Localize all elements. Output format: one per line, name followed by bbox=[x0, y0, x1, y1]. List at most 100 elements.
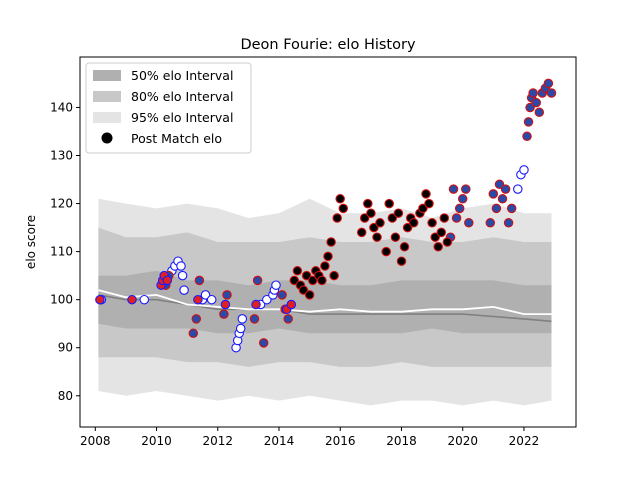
post-match-point bbox=[139, 294, 150, 305]
post-match-point bbox=[237, 314, 248, 324]
post-match-point bbox=[206, 294, 217, 305]
legend-label-post-match: Post Match elo bbox=[131, 131, 222, 146]
post-match-point bbox=[320, 261, 330, 271]
legend-swatch-95 bbox=[93, 112, 121, 123]
y-tick-label: 80 bbox=[58, 389, 73, 403]
post-match-point bbox=[194, 275, 205, 286]
post-match-point bbox=[220, 299, 231, 310]
post-match-point bbox=[127, 294, 137, 305]
legend-box bbox=[85, 62, 252, 154]
x-tick-label: 2008 bbox=[80, 434, 111, 448]
post-match-point bbox=[193, 294, 203, 305]
post-match-point bbox=[485, 218, 496, 228]
post-match-point bbox=[427, 218, 437, 228]
post-match-point bbox=[375, 218, 385, 228]
post-match-point bbox=[513, 184, 523, 194]
post-match-point bbox=[235, 323, 246, 334]
y-tick-label: 90 bbox=[58, 341, 73, 355]
post-match-point bbox=[396, 256, 407, 266]
post-match-point bbox=[433, 242, 443, 252]
post-match-point bbox=[356, 227, 367, 238]
post-match-point bbox=[402, 222, 413, 233]
post-match-point bbox=[488, 189, 499, 199]
post-match-point bbox=[448, 184, 459, 194]
post-match-point bbox=[381, 246, 391, 257]
post-match-point bbox=[251, 299, 261, 310]
post-match-point bbox=[359, 213, 370, 223]
post-match-point bbox=[258, 338, 269, 348]
post-match-point bbox=[177, 270, 188, 281]
post-match-point bbox=[283, 314, 293, 324]
post-match-point bbox=[506, 203, 517, 214]
post-match-point bbox=[176, 261, 186, 271]
post-match-point bbox=[522, 131, 532, 142]
post-match-point bbox=[301, 270, 312, 281]
post-match-point bbox=[393, 208, 404, 218]
post-match-point bbox=[442, 237, 453, 247]
post-match-point bbox=[424, 198, 434, 209]
post-match-point bbox=[399, 242, 410, 252]
post-match-point bbox=[503, 218, 514, 228]
post-match-point bbox=[200, 290, 211, 300]
post-match-point bbox=[95, 294, 105, 305]
x-axis: 2008 2010 2012 2014 2016 2018 2020 2022 bbox=[80, 427, 539, 448]
x-tick-label: 2018 bbox=[386, 434, 417, 448]
post-match-point bbox=[252, 275, 263, 286]
post-match-point bbox=[317, 275, 327, 286]
post-match-point bbox=[298, 285, 309, 295]
legend-marker-post-match bbox=[101, 132, 113, 144]
median-elo-line bbox=[98, 294, 552, 323]
x-tick-label: 2014 bbox=[264, 434, 295, 448]
post-match-point bbox=[363, 198, 373, 209]
post-match-point bbox=[525, 102, 535, 113]
legend-label-50: 50% elo Interval bbox=[131, 68, 233, 83]
post-match-point bbox=[326, 237, 336, 247]
post-match-point bbox=[332, 213, 342, 223]
post-match-point bbox=[289, 275, 300, 286]
post-match-point bbox=[457, 194, 468, 204]
post-match-point bbox=[369, 222, 379, 233]
y-tick-label: 100 bbox=[50, 293, 73, 307]
post-match-point bbox=[286, 299, 297, 310]
legend: 50% elo Interval 80% elo Interval 95% el… bbox=[85, 62, 252, 154]
post-match-point bbox=[387, 213, 398, 223]
post-match-point bbox=[335, 194, 345, 204]
post-match-point bbox=[523, 117, 534, 127]
post-match-point bbox=[304, 290, 315, 300]
x-tick-label: 2012 bbox=[203, 434, 234, 448]
post-match-point bbox=[430, 232, 440, 242]
post-match-point bbox=[454, 203, 465, 214]
post-match-point bbox=[191, 314, 202, 324]
post-match-point bbox=[162, 275, 173, 286]
chart-title: Deon Fourie: elo History bbox=[240, 37, 415, 53]
post-match-point bbox=[451, 213, 462, 223]
post-match-point bbox=[249, 314, 260, 324]
legend-swatch-80 bbox=[93, 91, 121, 102]
band-50-interval bbox=[98, 270, 552, 334]
plot-frame bbox=[79, 56, 577, 428]
y-tick-label: 110 bbox=[50, 245, 73, 259]
y-tick-label: 130 bbox=[50, 149, 73, 163]
post-match-point bbox=[531, 97, 541, 108]
post-match-point bbox=[436, 227, 447, 238]
post-match-point bbox=[543, 78, 554, 89]
post-match-point bbox=[390, 232, 401, 242]
post-match-point bbox=[494, 179, 505, 190]
post-match-point bbox=[372, 232, 382, 242]
post-match-point bbox=[418, 203, 428, 214]
y-axis: 80 90 100 110 120 130 140 bbox=[50, 100, 80, 403]
post-match-point bbox=[329, 270, 339, 281]
post-match-point bbox=[262, 294, 272, 305]
legend-swatch-50 bbox=[93, 70, 121, 81]
mean-elo-line bbox=[98, 289, 552, 315]
post-match-point bbox=[384, 198, 394, 209]
x-tick-label: 2016 bbox=[325, 434, 356, 448]
y-tick-label: 120 bbox=[50, 197, 73, 211]
post-match-point bbox=[338, 203, 349, 214]
post-match-point bbox=[222, 290, 232, 300]
post-match-points bbox=[95, 78, 557, 353]
post-match-point bbox=[366, 208, 376, 218]
post-match-point bbox=[464, 218, 474, 228]
post-match-point bbox=[292, 266, 303, 276]
y-tick-label: 140 bbox=[50, 100, 73, 114]
